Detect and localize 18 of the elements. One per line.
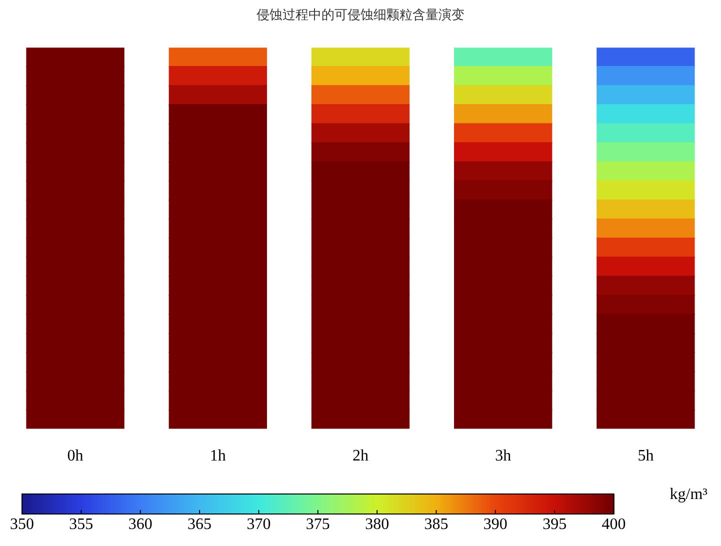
color-bar-label: 385 [424, 516, 448, 534]
color-bar-title: kg/m³ [670, 486, 708, 503]
color-bar-label: 375 [306, 516, 330, 534]
color-bar-label: 360 [128, 516, 152, 534]
x-tick-label: 3h [495, 448, 512, 465]
color-bar-label: 380 [365, 516, 390, 534]
chart-title: 侵蚀过程中的可侵蚀细颗粒含量演变 [256, 8, 464, 24]
color-bar-label: 365 [188, 516, 212, 534]
x-tick-label: 1h [210, 448, 226, 465]
color-bar-label: 370 [246, 516, 271, 534]
color-bar-label: 350 [10, 516, 34, 534]
x-tick-label: 0h [67, 448, 84, 465]
color-bar-label: 395 [542, 516, 567, 534]
color-bar-label: 355 [69, 516, 94, 534]
x-tick-label: 5h [638, 448, 654, 465]
x-tick-label: 2h [352, 448, 368, 465]
color-bar-label: 390 [483, 516, 508, 534]
color-bar-label: 400 [602, 516, 626, 534]
